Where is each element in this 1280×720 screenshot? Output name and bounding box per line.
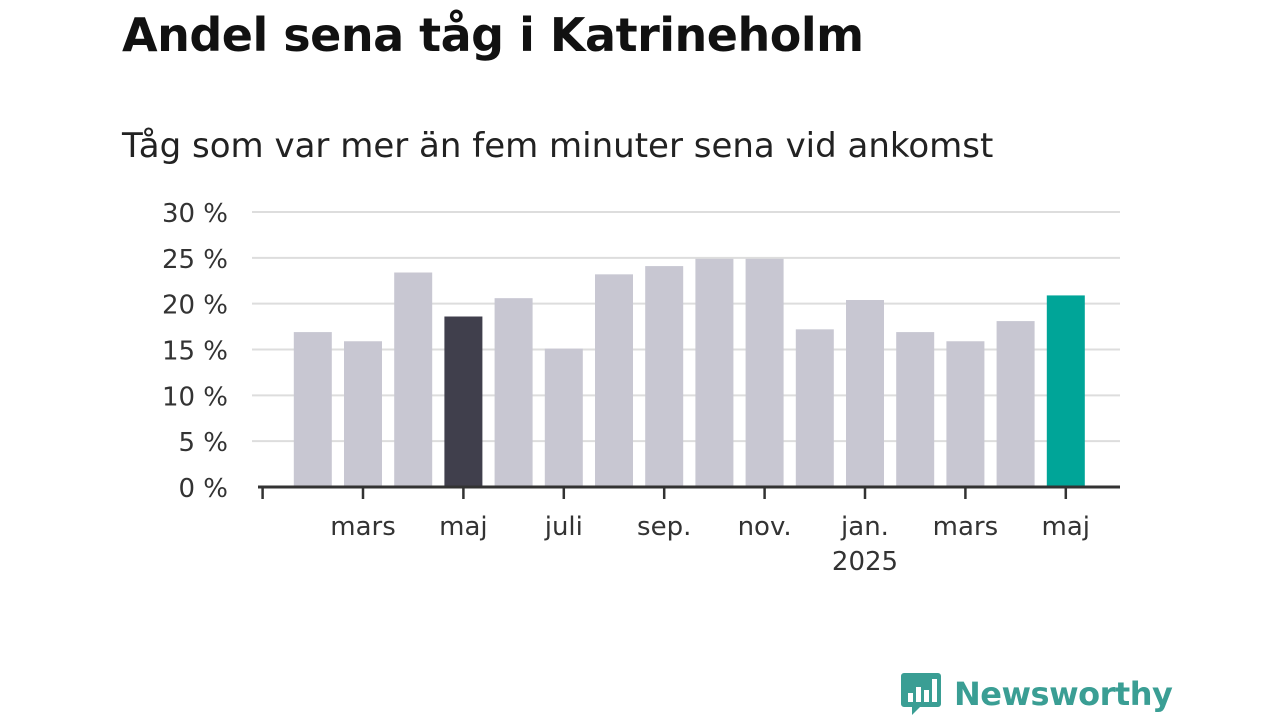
bar-2024-04 [394, 272, 433, 487]
x-tick-label: mars [330, 512, 396, 542]
x-axis [258, 485, 1120, 499]
x-tick-year-label: 2025 [832, 547, 898, 577]
bar-2024-11 [745, 258, 784, 487]
bar-chart-speech-bubble-icon [901, 673, 941, 715]
bar-chart: 0 % 5 % 10 % 15 % 20 % 25 % 30 % mars maj juli se… [162, 199, 1120, 577]
brand-name: Newsworthy [954, 675, 1173, 713]
bar-2024-09 [645, 266, 684, 487]
bar-2025-01 [846, 300, 884, 487]
x-axis-labels: mars maj juli sep. nov. jan. 2025 mars maj [330, 512, 1090, 577]
y-tick-label: 20 % [162, 291, 228, 321]
bar-2024-03 [344, 341, 382, 487]
bar-2024-12 [795, 329, 834, 487]
x-tick-label: maj [1042, 512, 1090, 542]
y-tick-label: 10 % [162, 382, 228, 412]
bar-2025-05 [1046, 295, 1085, 487]
chart-subtitle: Tåg som var mer än fem minuter sena vid … [122, 126, 994, 166]
x-tick-label: maj [439, 512, 487, 542]
x-tick-label: mars [933, 512, 999, 542]
y-tick-label: 0 % [178, 474, 228, 504]
y-tick-label: 30 % [162, 199, 228, 229]
bar-2024-02 [293, 332, 332, 487]
x-tick-label: sep. [637, 512, 691, 542]
gridlines [252, 211, 1120, 443]
bars [293, 258, 1085, 487]
bar-2024-06 [494, 298, 533, 487]
y-axis-labels: 0 % 5 % 10 % 15 % 20 % 25 % 30 % [162, 199, 228, 504]
bar-2024-05 [444, 316, 483, 487]
brand: Newsworthy [900, 668, 1173, 720]
bar-2024-10 [695, 258, 734, 487]
bar-2025-03 [946, 341, 985, 487]
bar-2024-08 [595, 274, 633, 487]
y-tick-label: 15 % [162, 337, 228, 367]
bar-2025-02 [896, 332, 935, 487]
x-tick-label: juli [544, 512, 583, 542]
y-tick-label: 5 % [178, 428, 228, 458]
x-tick-label: nov. [738, 512, 792, 542]
y-tick-label: 25 % [162, 245, 228, 275]
bar-2025-04 [996, 321, 1035, 487]
x-tick-label: jan. [840, 512, 889, 542]
chart-title: Andel sena tåg i Katrineholm [122, 8, 864, 62]
bar-2024-07 [544, 348, 583, 487]
